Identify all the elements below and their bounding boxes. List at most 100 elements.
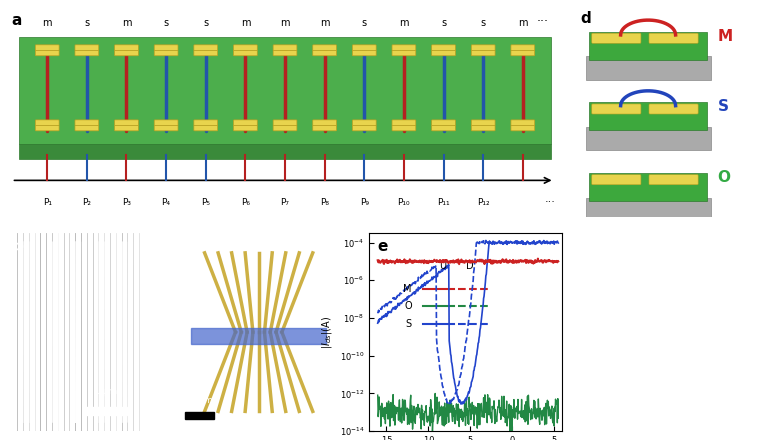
FancyBboxPatch shape — [154, 45, 178, 51]
Text: O: O — [404, 301, 412, 312]
FancyBboxPatch shape — [431, 45, 456, 51]
FancyBboxPatch shape — [392, 50, 416, 56]
FancyBboxPatch shape — [313, 50, 337, 56]
FancyBboxPatch shape — [431, 120, 456, 125]
Text: P₈: P₈ — [320, 198, 329, 206]
Text: S: S — [406, 319, 412, 329]
Text: m: m — [42, 18, 52, 28]
FancyBboxPatch shape — [36, 120, 59, 125]
FancyBboxPatch shape — [36, 125, 59, 131]
FancyBboxPatch shape — [75, 125, 99, 131]
Text: ···: ··· — [537, 15, 549, 28]
FancyBboxPatch shape — [511, 125, 534, 131]
FancyBboxPatch shape — [392, 125, 416, 131]
Bar — [85, 407, 127, 415]
FancyBboxPatch shape — [592, 175, 641, 185]
FancyBboxPatch shape — [194, 50, 218, 56]
FancyBboxPatch shape — [392, 120, 416, 125]
FancyBboxPatch shape — [114, 45, 139, 51]
Text: D: D — [466, 261, 474, 271]
Text: s: s — [362, 18, 367, 28]
FancyBboxPatch shape — [649, 175, 698, 185]
Text: U: U — [439, 261, 446, 271]
Text: s: s — [441, 18, 446, 28]
FancyBboxPatch shape — [233, 120, 257, 125]
Text: m: m — [518, 18, 528, 28]
FancyBboxPatch shape — [592, 104, 641, 114]
Text: b: b — [13, 239, 24, 254]
Polygon shape — [586, 56, 710, 80]
FancyBboxPatch shape — [194, 45, 218, 51]
FancyBboxPatch shape — [313, 45, 337, 51]
Text: m: m — [320, 18, 330, 28]
FancyBboxPatch shape — [431, 50, 456, 56]
FancyBboxPatch shape — [592, 33, 641, 43]
Text: s: s — [84, 18, 89, 28]
Polygon shape — [20, 37, 550, 144]
Text: ···: ··· — [545, 198, 556, 208]
FancyBboxPatch shape — [649, 104, 698, 114]
Text: P₁: P₁ — [42, 198, 52, 206]
FancyBboxPatch shape — [114, 125, 139, 131]
FancyBboxPatch shape — [352, 125, 376, 131]
Text: s: s — [164, 18, 169, 28]
Polygon shape — [589, 103, 707, 130]
Text: 1 μm: 1 μm — [94, 386, 117, 396]
Text: P₇: P₇ — [280, 198, 290, 206]
FancyBboxPatch shape — [313, 120, 337, 125]
FancyBboxPatch shape — [352, 45, 376, 51]
FancyBboxPatch shape — [194, 120, 218, 125]
Text: P₁₀: P₁₀ — [398, 198, 410, 206]
Bar — [185, 412, 215, 419]
FancyBboxPatch shape — [471, 50, 495, 56]
Text: P₅: P₅ — [202, 198, 210, 206]
Text: P₃: P₃ — [122, 198, 131, 206]
Text: d: d — [581, 11, 591, 26]
FancyBboxPatch shape — [431, 125, 456, 131]
FancyBboxPatch shape — [233, 45, 257, 51]
Text: m: m — [399, 18, 409, 28]
Polygon shape — [589, 173, 707, 201]
Text: O: O — [718, 170, 731, 185]
FancyBboxPatch shape — [233, 125, 257, 131]
FancyBboxPatch shape — [352, 120, 376, 125]
FancyBboxPatch shape — [114, 50, 139, 56]
FancyBboxPatch shape — [273, 120, 297, 125]
FancyBboxPatch shape — [154, 50, 178, 56]
Text: e: e — [377, 239, 387, 254]
Text: P₂: P₂ — [83, 198, 92, 206]
Text: P₉: P₉ — [360, 198, 369, 206]
FancyBboxPatch shape — [75, 120, 99, 125]
FancyBboxPatch shape — [36, 50, 59, 56]
FancyBboxPatch shape — [114, 120, 139, 125]
FancyBboxPatch shape — [273, 125, 297, 131]
Text: P₆: P₆ — [241, 198, 250, 206]
FancyBboxPatch shape — [75, 50, 99, 56]
FancyBboxPatch shape — [471, 45, 495, 51]
Text: M: M — [403, 283, 412, 293]
FancyBboxPatch shape — [313, 125, 337, 131]
FancyBboxPatch shape — [75, 45, 99, 51]
FancyBboxPatch shape — [194, 125, 218, 131]
FancyBboxPatch shape — [392, 45, 416, 51]
FancyBboxPatch shape — [649, 33, 698, 43]
Polygon shape — [586, 127, 710, 150]
Polygon shape — [586, 198, 710, 221]
Text: s: s — [203, 18, 208, 28]
Text: P₁₂: P₁₂ — [477, 198, 490, 206]
FancyBboxPatch shape — [233, 50, 257, 56]
FancyBboxPatch shape — [352, 50, 376, 56]
FancyBboxPatch shape — [154, 120, 178, 125]
FancyBboxPatch shape — [154, 125, 178, 131]
Bar — [191, 328, 326, 344]
Text: c: c — [170, 239, 179, 254]
FancyBboxPatch shape — [471, 120, 495, 125]
Text: S: S — [718, 99, 728, 114]
FancyBboxPatch shape — [273, 50, 297, 56]
FancyBboxPatch shape — [511, 120, 534, 125]
Text: a: a — [11, 13, 22, 28]
FancyBboxPatch shape — [471, 125, 495, 131]
Text: M: M — [718, 29, 732, 44]
FancyBboxPatch shape — [36, 45, 59, 51]
Text: m: m — [122, 18, 131, 28]
